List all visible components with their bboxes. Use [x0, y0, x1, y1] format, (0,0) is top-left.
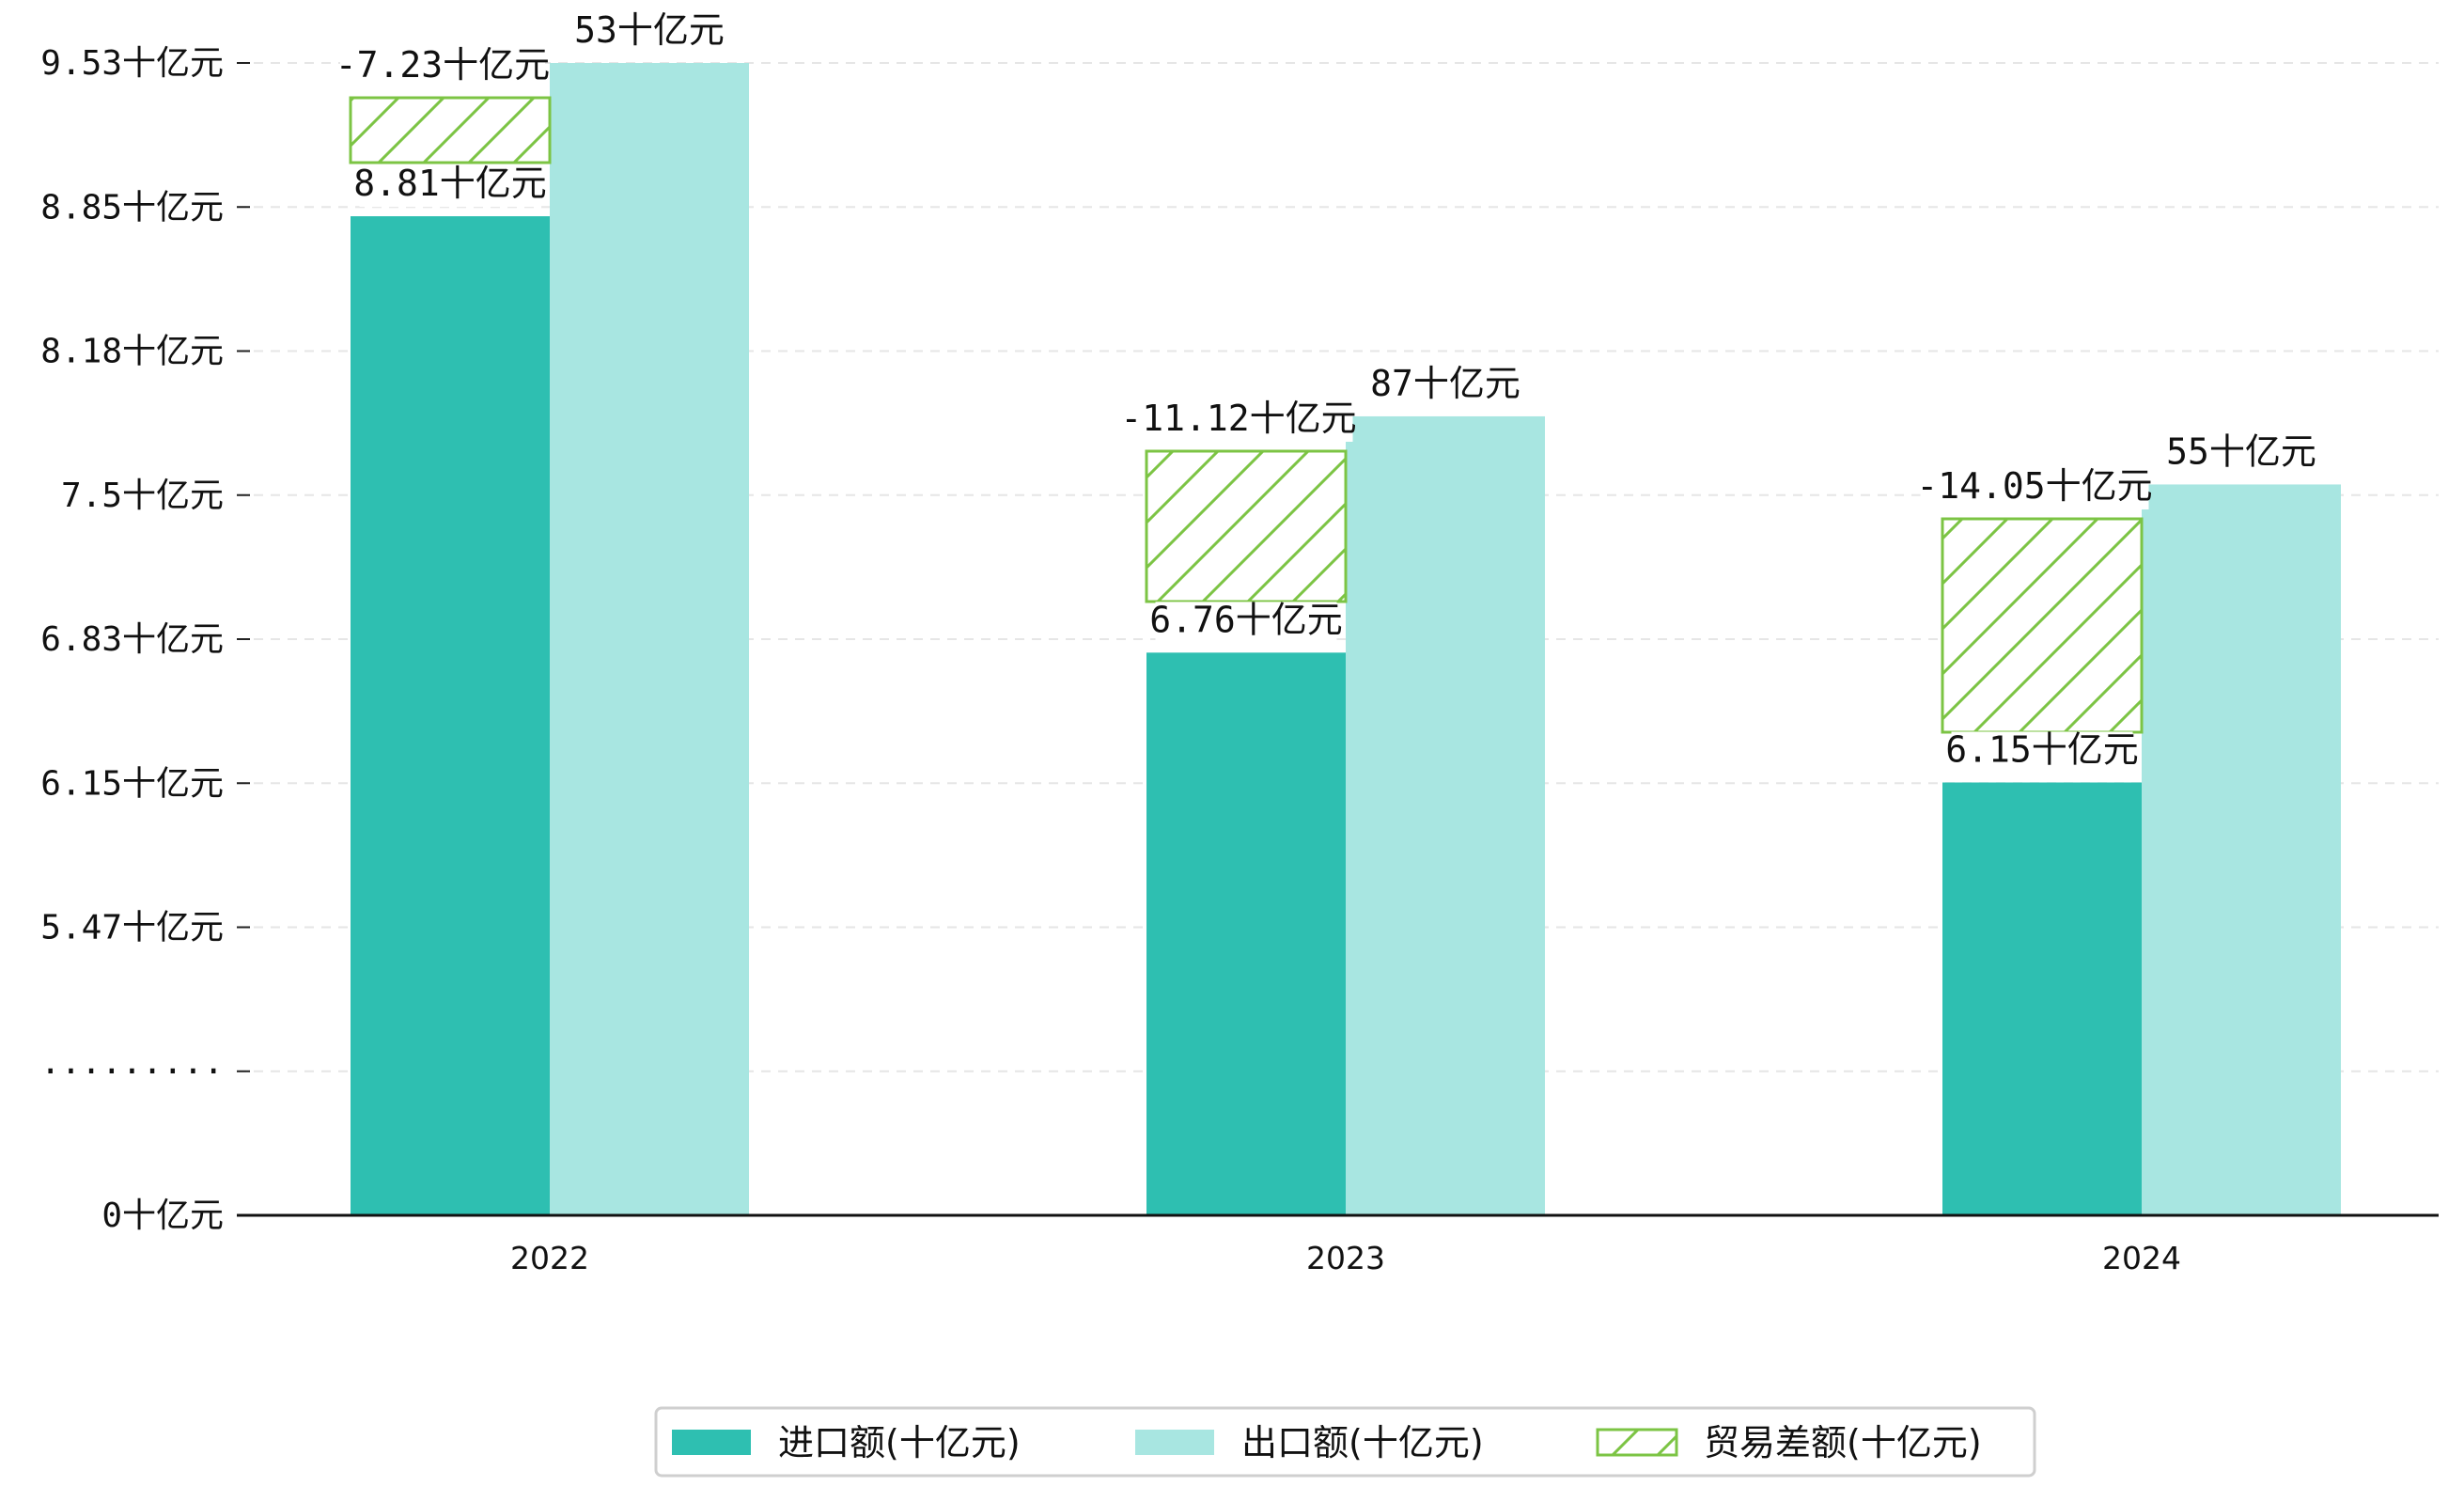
- label-balance-2022-bg: [340, 47, 545, 88]
- label-import-2022-text: 8.81十亿元: [353, 163, 547, 204]
- x-tick-label-2023: 2023: [1306, 1240, 1385, 1276]
- y-tick-label: 8.18十亿元: [40, 333, 224, 371]
- legend-label-balance: 贸易差额(十亿元): [1704, 1422, 1982, 1463]
- label-balance-2024-bg: [1920, 468, 2149, 509]
- label-import-2024-bg: [1951, 731, 2133, 774]
- label-export-2023-bg: [1378, 365, 1513, 407]
- label-export-2022: 53十亿元: [574, 9, 725, 54]
- label-balance-2022: -7.23十亿元: [335, 44, 550, 88]
- bars: [349, 63, 2341, 1215]
- y-axis: 0十亿元 ········· 5.47十亿元 6.15十亿元 6.83十亿元 7.5十亿元…: [40, 44, 250, 1235]
- legend-item-balance: 贸易差额(十亿元): [1596, 1422, 1982, 1463]
- label-import-2022: 8.81十亿元: [353, 163, 547, 208]
- x-tick-label-2024: 2024: [2102, 1240, 2181, 1276]
- label-balance-2024: -14.05十亿元: [1916, 465, 2153, 509]
- legend-swatch-import: [672, 1430, 751, 1455]
- legend-swatch-balance: [1596, 1428, 1678, 1457]
- label-balance-2023-text: -11.12十亿元: [1120, 398, 1356, 439]
- bar-export-2024: [2142, 484, 2341, 1215]
- bar-balance-2023: [1145, 449, 1348, 603]
- label-balance-2024-text: -14.05十亿元: [1916, 465, 2152, 507]
- label-export-2024-bg: [2174, 433, 2309, 476]
- bar-import-2023: [1146, 652, 1346, 1215]
- label-import-2022-bg: [359, 165, 541, 208]
- bar-import-2022: [351, 216, 550, 1215]
- label-balance-2023-bg: [1124, 400, 1353, 442]
- label-export-2022-text: 53十亿元: [574, 9, 725, 51]
- bar-export-2022: [550, 63, 749, 1215]
- label-export-2024-text: 55十亿元: [2166, 430, 2316, 472]
- label-export-2024: 55十亿元: [2166, 430, 2316, 476]
- bar-balance-2024: [1941, 517, 2144, 734]
- legend[interactable]: 进口额(十亿元) 出口额(十亿元) 贸易差额(十亿元): [654, 1406, 2036, 1478]
- y-tick-label: 6.15十亿元: [40, 764, 224, 803]
- legend-label-export: 出口额(十亿元): [1241, 1422, 1484, 1463]
- bar-balance-2022: [349, 96, 552, 164]
- label-import-2023-bg: [1155, 602, 1337, 644]
- label-export-2023: 87十亿元: [1370, 363, 1521, 407]
- y-tick-label: 7.5十亿元: [61, 477, 224, 515]
- label-import-2023-text: 6.76十亿元: [1149, 599, 1343, 640]
- x-tick-label-2022: 2022: [510, 1240, 589, 1276]
- legend-frame: [654, 1406, 2036, 1478]
- legend-swatch-export: [1135, 1430, 1214, 1455]
- label-balance-2022-text: -7.23十亿元: [335, 44, 550, 86]
- legend-item-import: 进口额(十亿元): [672, 1422, 1021, 1463]
- label-import-2023: 6.76十亿元: [1149, 599, 1343, 644]
- label-export-2023-text: 87十亿元: [1370, 363, 1521, 404]
- data-labels: 8.81十亿元 53十亿元 -7.23十亿元 6.76十亿元 87十亿元 -11.12十亿…: [335, 9, 2316, 774]
- label-balance-2023: -11.12十亿元: [1120, 398, 1357, 442]
- y-tick-label: 0十亿元: [101, 1197, 224, 1235]
- label-import-2024: 6.15十亿元: [1945, 728, 2139, 774]
- y-tick-label: 9.53十亿元: [40, 44, 224, 83]
- legend-label-import: 进口额(十亿元): [778, 1422, 1021, 1463]
- x-axis: 2022 2023 2024: [237, 1213, 2439, 1276]
- y-tick-label: 6.83十亿元: [40, 620, 224, 659]
- legend-item-export: 出口额(十亿元): [1135, 1422, 1484, 1463]
- bar-import-2024: [1942, 782, 2142, 1215]
- label-import-2024-text: 6.15十亿元: [1945, 728, 2139, 770]
- label-export-2022-bg: [582, 12, 717, 54]
- y-tick-label: ·········: [40, 1053, 224, 1091]
- y-tick-label: 8.85十亿元: [40, 188, 224, 227]
- bar-export-2023: [1346, 415, 1545, 1215]
- y-tick-label: 5.47十亿元: [40, 909, 224, 947]
